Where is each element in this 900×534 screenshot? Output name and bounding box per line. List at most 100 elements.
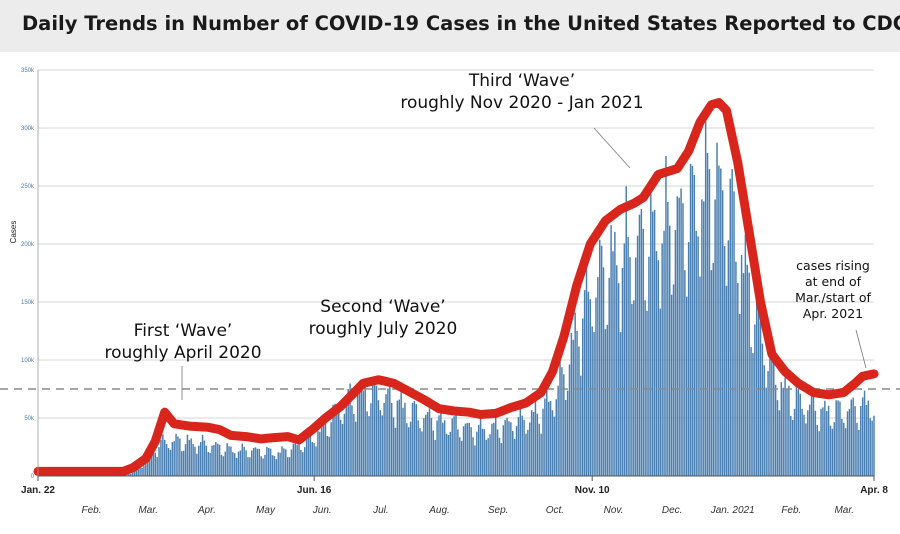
bar — [720, 168, 722, 476]
bar — [254, 447, 257, 476]
bar — [428, 408, 431, 476]
bar — [619, 332, 622, 476]
bar — [332, 404, 334, 476]
bar — [865, 405, 868, 476]
bar — [642, 228, 644, 476]
bar — [547, 401, 550, 476]
bar — [485, 439, 488, 476]
bar — [477, 424, 480, 476]
bar — [678, 197, 680, 476]
bar — [156, 457, 158, 476]
bar — [483, 429, 486, 476]
bar — [128, 474, 130, 476]
x-tick-label: Jan. 22 — [21, 485, 55, 496]
bar — [763, 365, 766, 476]
bar — [216, 443, 219, 476]
bar — [790, 415, 792, 476]
bar — [256, 448, 259, 476]
bar — [455, 414, 457, 476]
bar — [220, 454, 223, 476]
bar — [232, 452, 234, 476]
bar — [336, 408, 338, 476]
bar — [460, 440, 463, 476]
bar — [328, 436, 331, 476]
bar — [396, 400, 399, 476]
bar — [198, 445, 200, 476]
bar — [479, 416, 482, 476]
annotation-third-wave-line1: Third ‘Wave’ — [468, 71, 575, 91]
bar — [716, 142, 718, 477]
month-label: Apr. — [197, 505, 216, 516]
bar — [625, 186, 627, 477]
bar — [459, 437, 461, 476]
bar — [440, 408, 442, 476]
y-tick-label: 300k — [21, 126, 35, 132]
y-tick-label: 250k — [21, 184, 35, 190]
bar — [404, 402, 406, 476]
bar — [163, 439, 166, 476]
bar — [192, 444, 194, 476]
bar — [203, 440, 206, 476]
bar — [213, 444, 215, 476]
bar — [337, 411, 340, 476]
month-label: Nov. — [604, 505, 624, 516]
bar — [368, 416, 370, 476]
title-bar: Daily Trends in Number of COVID-19 Cases… — [0, 0, 900, 52]
trend-line-group — [33, 98, 879, 476]
bar — [353, 413, 355, 476]
bar — [546, 391, 548, 476]
bar — [143, 465, 145, 476]
bar — [574, 312, 576, 476]
bar — [218, 444, 221, 476]
bar — [506, 417, 508, 476]
bar — [797, 389, 800, 476]
bar — [610, 225, 612, 476]
bar — [186, 434, 189, 476]
bar — [542, 408, 544, 476]
bar — [863, 390, 866, 476]
bar — [281, 446, 283, 476]
bar — [761, 343, 764, 476]
bar — [339, 419, 342, 476]
bar — [233, 453, 236, 476]
bar — [759, 320, 762, 476]
bar — [564, 400, 567, 476]
bar — [651, 211, 654, 476]
bar — [275, 459, 278, 476]
bar — [230, 446, 232, 476]
bar — [421, 431, 423, 476]
bar — [400, 392, 402, 476]
bar — [820, 408, 822, 476]
bar — [298, 444, 300, 476]
bar — [390, 403, 393, 476]
bar — [326, 435, 329, 476]
bar — [500, 443, 503, 476]
month-label: Jan. 2021 — [710, 505, 755, 516]
annotation-second-wave-line1: Second ‘Wave’ — [320, 297, 445, 317]
bar — [812, 395, 815, 476]
bar — [653, 209, 656, 476]
bar — [351, 405, 353, 476]
bar — [449, 431, 452, 476]
bar — [199, 442, 202, 476]
bar — [773, 353, 775, 476]
month-label: Mar. — [138, 505, 158, 516]
bar — [260, 456, 262, 476]
bar — [854, 406, 856, 476]
bar — [765, 387, 767, 476]
y-axis-label: Cases — [9, 221, 18, 244]
bar — [165, 444, 168, 476]
bar — [810, 394, 813, 476]
bar — [589, 299, 592, 476]
bar — [305, 436, 308, 476]
bar — [650, 188, 652, 476]
bar — [385, 394, 387, 476]
bar — [347, 389, 349, 476]
y-tick-label: 150k — [21, 300, 35, 306]
bar — [570, 332, 573, 476]
bar — [517, 417, 520, 476]
bar — [710, 270, 713, 476]
bar — [769, 354, 771, 476]
month-label: Oct. — [546, 505, 564, 516]
